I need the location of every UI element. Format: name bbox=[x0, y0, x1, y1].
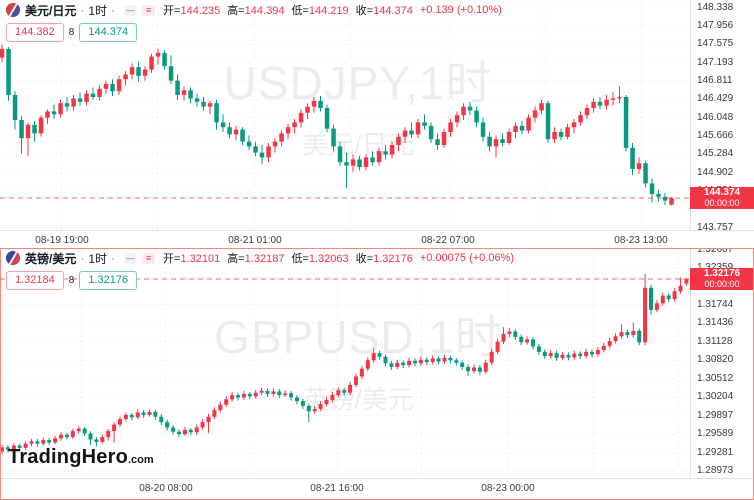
usdjpy-flag-icon bbox=[6, 3, 20, 17]
change-readout: +0.139 (+0.10%) bbox=[419, 4, 502, 16]
ohlc-readout: 开=144.235 高=144.394 低=144.219 收=144.374 … bbox=[163, 4, 502, 17]
price-axis-label: 147.575 bbox=[697, 38, 734, 50]
chart-legend: 英镑/美元 · 1时 · — ≡ 开=1.32101 高=1.32187 低=1… bbox=[6, 250, 514, 290]
price-axis-label: 146.429 bbox=[697, 93, 734, 105]
time-axis-label: 08-23 13:00 bbox=[614, 235, 668, 246]
minimize-icon[interactable]: — bbox=[124, 4, 138, 16]
price-axis-label: 147.193 bbox=[697, 56, 734, 68]
price-axis-label: 1.31128 bbox=[697, 335, 733, 347]
minimize-icon[interactable]: — bbox=[124, 252, 138, 264]
usdjpy-pane: USDJPY,1时 美元/日元 148.338 147.956 147.575 147… bbox=[0, 0, 754, 248]
interval-label[interactable]: 1时 bbox=[88, 251, 108, 266]
price-axis-label: 1.31744 bbox=[697, 298, 734, 310]
price-axis-label: 1.30820 bbox=[697, 354, 734, 366]
price-axis-label: 1.29281 bbox=[697, 446, 734, 458]
time-axis-label: 08-20 08:00 bbox=[139, 483, 193, 494]
bar-countdown: 00:00:00 bbox=[704, 279, 740, 289]
price-axis-label: 1.30512 bbox=[697, 372, 734, 384]
price-axis-label: 1.30204 bbox=[697, 391, 734, 403]
symbol-name[interactable]: 美元/日元 bbox=[25, 3, 77, 18]
menu-icon[interactable]: ≡ bbox=[142, 4, 156, 16]
time-axis-label: 08-21 16:00 bbox=[310, 483, 364, 494]
price-axis-label: 145.284 bbox=[697, 148, 734, 160]
buy-price-button[interactable]: 144.374 bbox=[79, 23, 138, 42]
price-axis-label: 146.811 bbox=[697, 75, 733, 87]
sell-price-button[interactable]: 144.382 bbox=[6, 23, 64, 42]
price-axis-label: 1.28973 bbox=[697, 465, 734, 477]
sell-price-button[interactable]: 1.32184 bbox=[6, 271, 64, 290]
last-price-badge: 144.374 00:00:00 bbox=[690, 187, 754, 209]
price-axis-label: 1.31436 bbox=[697, 317, 734, 329]
time-scale[interactable]: 08-19 19:00 08-21 01:00 08-22 07:00 08-23 1… bbox=[0, 230, 754, 248]
ohlc-readout: 开=1.32101 高=1.32187 低=1.32063 收=1.32176 … bbox=[163, 252, 515, 265]
spread-value: 8 bbox=[68, 275, 75, 286]
price-axis-label: 1.32667 bbox=[697, 248, 734, 255]
price-axis-label: 145.666 bbox=[697, 130, 734, 141]
time-scale[interactable]: 08-20 08:00 08-21 16:00 08-23 00:00 bbox=[0, 478, 754, 500]
buy-price-button[interactable]: 1.32176 bbox=[79, 271, 138, 290]
price-scale[interactable]: 1.32667 1.32359 1.31744 1.31436 1.31128 1.308… bbox=[690, 248, 754, 478]
change-readout: +0.00075 (+0.06%) bbox=[419, 252, 515, 264]
gbpusd-flag-icon bbox=[6, 251, 20, 265]
price-axis-label: 1.29589 bbox=[697, 428, 734, 440]
price-axis-label: 146.048 bbox=[697, 111, 734, 123]
symbol-name[interactable]: 英镑/美元 bbox=[25, 251, 77, 266]
time-axis-label: 08-22 07:00 bbox=[421, 235, 475, 246]
candlestick-plot[interactable] bbox=[0, 0, 690, 230]
gbpusd-pane: GBPUSD,1时 英镑/美元 1.326671.323591.317441.3… bbox=[0, 248, 754, 500]
last-price-badge: 1.32176 00:00:00 bbox=[690, 268, 754, 290]
price-axis-label: 144.902 bbox=[697, 166, 734, 178]
spread-value: 8 bbox=[68, 27, 75, 38]
price-axis-label: 148.338 bbox=[697, 1, 734, 13]
time-axis-label: 08-19 19:00 bbox=[35, 235, 89, 246]
price-axis-label: 143.757 bbox=[697, 221, 734, 230]
tradinghero-logo: TradingHero .com bbox=[8, 446, 154, 468]
price-axis-label: 1.32359 bbox=[697, 262, 733, 274]
menu-icon[interactable]: ≡ bbox=[142, 252, 156, 264]
time-axis-label: 08-21 01:00 bbox=[228, 235, 282, 246]
price-axis-label: 1.29897 bbox=[697, 409, 734, 421]
time-axis-label: 08-23 00:00 bbox=[481, 483, 535, 494]
interval-label[interactable]: 1时 bbox=[88, 3, 108, 18]
chart-legend: 美元/日元 · 1时 · — ≡ 开=144.235 高=144.394 低=1… bbox=[6, 2, 502, 42]
candlestick-plot[interactable] bbox=[0, 248, 690, 478]
bar-countdown: 00:00:00 bbox=[704, 198, 740, 208]
price-axis-label: 147.956 bbox=[697, 20, 734, 32]
